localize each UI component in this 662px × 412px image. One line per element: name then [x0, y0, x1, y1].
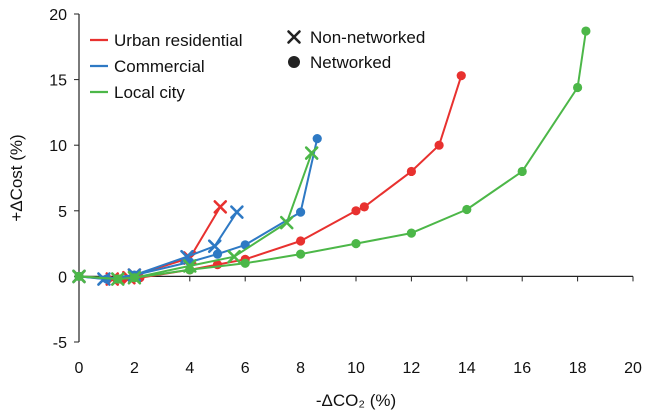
data-point-local-city-networked: [74, 271, 84, 281]
data-point-local-city-networked: [296, 249, 306, 259]
y-tick-label: 15: [49, 73, 67, 90]
series-local-city-networked: [74, 26, 591, 284]
x-tick-label: 8: [296, 360, 305, 377]
data-point-local-city-networked: [406, 228, 416, 238]
y-tick-label: -5: [53, 335, 67, 352]
x-tick-label: 0: [75, 360, 84, 377]
x-marker-stroke: [230, 205, 244, 219]
legend-label-commercial: Commercial: [114, 57, 205, 76]
y-axis-label: +ΔCost (%): [7, 134, 26, 221]
y-tick-label: 5: [58, 204, 67, 221]
legend: Urban residential Commercial Local city …: [90, 28, 425, 102]
y-tick-label: 0: [58, 269, 67, 286]
data-point-commercial-networked: [296, 207, 306, 217]
x-tick-label: 10: [347, 360, 365, 377]
y-tick-label: 10: [49, 138, 67, 155]
series-local-city-non-networked: [72, 146, 319, 286]
y-tick-label: 20: [49, 7, 67, 24]
data-point-local-city-networked: [462, 204, 472, 215]
data-point-local-city-networked: [351, 239, 361, 249]
data-point-local-city-networked: [240, 258, 250, 268]
data-point-urban-residential-networked: [359, 202, 369, 212]
series-commercial-networked: [74, 134, 322, 284]
data-point-urban-residential-networked: [456, 71, 466, 81]
x-marker-stroke: [304, 146, 319, 160]
data-point-urban-residential-non-networked: [213, 200, 228, 214]
data-point-local-city-non-networked: [279, 215, 294, 230]
x-marker-stroke: [227, 249, 241, 264]
x-tick-label: 6: [241, 360, 250, 377]
x-tick-label: 2: [130, 360, 139, 377]
legend-x-marker-icon: [287, 30, 301, 44]
data-point-urban-residential-networked: [434, 140, 444, 150]
data-point-commercial-networked: [312, 134, 322, 144]
data-point-urban-residential-networked: [296, 236, 306, 246]
legend-label-local-city: Local city: [114, 83, 185, 102]
data-point-local-city-networked: [185, 265, 195, 275]
x-tick-label: 16: [513, 360, 531, 377]
data-point-commercial-non-networked: [230, 205, 244, 219]
x-marker-stroke: [213, 200, 228, 214]
x-ticks: 0 2 4 6 8 10 12 14 16 18 20: [75, 276, 642, 377]
x-tick-label: 12: [403, 360, 421, 377]
data-point-local-city-networked: [573, 82, 583, 93]
data-point-local-city-networked: [113, 274, 123, 284]
x-tick-label: 4: [185, 360, 194, 377]
series-urban-residential-networked: [74, 71, 466, 284]
plot-area: [72, 26, 591, 286]
data-point-urban-residential-networked: [351, 206, 361, 216]
x-axis-label: -ΔCO₂ (%): [316, 391, 396, 410]
legend-circle-marker-icon: [288, 56, 300, 68]
data-point-local-city-non-networked: [304, 146, 319, 160]
series-line-urban-residential-networked: [78, 75, 463, 280]
y-ticks: -5 0 5 10 15 20: [49, 7, 79, 352]
x-tick-label: 18: [569, 360, 587, 377]
data-point-local-city-non-networked: [227, 249, 241, 264]
legend-circle-marker: [288, 56, 300, 68]
legend-label-urban-residential: Urban residential: [114, 31, 243, 50]
x-tick-label: 14: [458, 360, 476, 377]
x-marker-stroke: [279, 215, 294, 230]
legend-x-marker: [287, 30, 301, 44]
data-point-local-city-networked: [129, 273, 139, 283]
legend-label-non-networked: Non-networked: [310, 28, 425, 47]
legend-label-networked: Networked: [310, 53, 391, 72]
data-point-urban-residential-networked: [406, 166, 416, 177]
data-point-commercial-networked: [212, 249, 223, 259]
x-marker-stroke: [207, 239, 222, 254]
data-point-local-city-networked: [581, 26, 591, 36]
data-point-local-city-networked: [517, 166, 527, 177]
x-marker-stroke: [287, 30, 301, 44]
x-tick-label: 20: [624, 360, 642, 377]
